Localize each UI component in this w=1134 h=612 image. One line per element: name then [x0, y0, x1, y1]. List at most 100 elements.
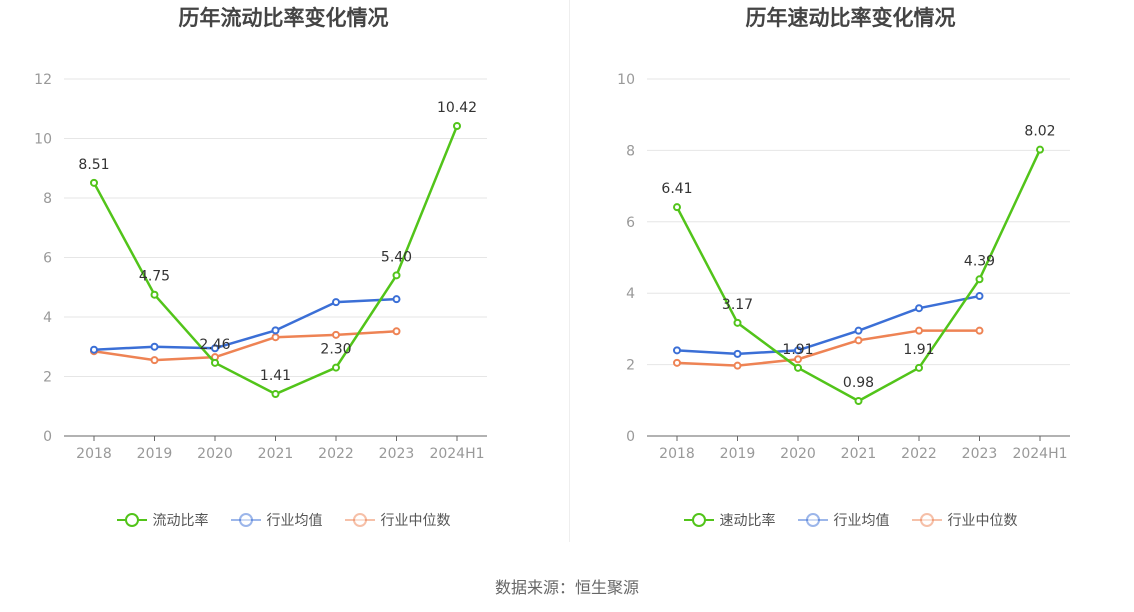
data-point	[915, 363, 923, 372]
legend-label: 行业均值	[266, 513, 323, 529]
y-tick-label: 8	[626, 143, 635, 159]
data-label: 10.42	[437, 100, 477, 116]
x-tick-label: 2023	[962, 446, 998, 462]
legend-item[interactable]: 行业中位数	[344, 510, 451, 530]
x-tick-label: 2022	[901, 446, 937, 462]
legend-label: 行业均值	[833, 513, 890, 529]
data-point	[271, 390, 280, 399]
x-tick-label: 2019	[720, 446, 756, 462]
data-point	[975, 275, 984, 284]
data-point	[211, 344, 219, 353]
series-line	[676, 294, 980, 356]
data-point	[392, 295, 401, 304]
y-tick-label: 10	[34, 132, 52, 148]
data-point	[673, 358, 681, 367]
data-label: 2.30	[320, 342, 351, 358]
series-line	[675, 149, 1042, 403]
data-point	[794, 363, 802, 372]
legend-swatch	[230, 513, 261, 527]
data-point	[211, 358, 219, 367]
data-point	[332, 298, 340, 307]
y-tick-label: 8	[43, 191, 52, 207]
data-point	[673, 346, 681, 355]
legend-label: 行业中位数	[947, 513, 1018, 529]
data-point	[794, 346, 802, 355]
data-label: 6.41	[661, 181, 692, 197]
data-point	[915, 304, 923, 313]
data-point	[271, 333, 280, 342]
data-label: 4.39	[964, 253, 995, 269]
x-tick-label: 2018	[76, 446, 112, 462]
chart-title: 历年流动比率变化情况	[178, 6, 389, 30]
y-tick-label: 0	[43, 429, 52, 445]
y-tick-label: 4	[43, 310, 52, 326]
legend-item[interactable]: 速动比率	[683, 510, 776, 530]
data-point	[332, 363, 340, 372]
data-point	[733, 349, 742, 358]
data-label: 2.46	[199, 337, 230, 353]
data-point	[854, 397, 863, 406]
data-label: 4.75	[139, 269, 170, 285]
data-point	[975, 292, 984, 301]
data-point	[915, 326, 923, 335]
y-tick-label: 6	[43, 251, 52, 267]
data-point	[271, 326, 280, 335]
quick-ratio-plot: 0 2 4 6 8 10 2018 2019 2020 2021 2022 2023 2024H1 6.4…	[617, 72, 1070, 462]
data-point	[150, 290, 159, 299]
x-tick-label: 2022	[318, 446, 354, 462]
data-point	[1036, 145, 1044, 154]
current-ratio-panel: 历年流动比率变化情况 0 2 4 6 8 10 12 2018 2019 2020 2021 2022…	[0, 0, 567, 560]
x-tick-label: 2023	[379, 446, 415, 462]
legend-swatch	[797, 513, 828, 527]
series-line	[93, 330, 397, 362]
y-tick-label: 12	[34, 72, 52, 88]
legend-item[interactable]: 流动比率	[116, 510, 209, 530]
quick-ratio-legend: 速动比率 行业均值 行业中位数	[567, 510, 1134, 530]
y-tick-label: 4	[626, 286, 635, 302]
data-point	[733, 361, 742, 370]
data-point	[854, 326, 863, 335]
y-tick-label: 2	[43, 370, 52, 386]
data-point	[392, 271, 401, 280]
data-label: 1.91	[782, 342, 813, 358]
x-tick-label: 2021	[258, 446, 294, 462]
legend-label: 行业中位数	[380, 513, 451, 529]
x-tick-label: 2018	[659, 446, 695, 462]
series-line	[93, 297, 397, 351]
data-point	[854, 336, 863, 345]
legend-item[interactable]: 行业中位数	[911, 510, 1018, 530]
data-point	[733, 318, 742, 327]
legend-label: 速动比率	[719, 513, 776, 529]
data-point	[150, 356, 159, 365]
x-tick-label: 2019	[137, 446, 173, 462]
data-point	[392, 327, 401, 336]
legend-swatch	[116, 513, 147, 527]
data-label: 0.98	[843, 375, 874, 391]
data-point	[332, 330, 340, 339]
y-tick-label: 10	[617, 72, 635, 88]
data-point	[453, 122, 461, 131]
legend-item[interactable]: 行业均值	[230, 510, 323, 530]
x-tick-label: 2020	[780, 446, 816, 462]
data-label: 3.17	[722, 297, 753, 313]
x-tick-label: 2020	[197, 446, 233, 462]
current-ratio-legend: 流动比率 行业均值 行业中位数	[0, 510, 567, 530]
data-label: 8.02	[1024, 124, 1055, 140]
x-tick-label: 2024H1	[429, 446, 484, 462]
legend-label: 流动比率	[152, 513, 209, 529]
legend-swatch	[911, 513, 942, 527]
current-ratio-plot: 0 2 4 6 8 10 12 2018 2019 2020 2021 2022 2023 2024H1 8…	[34, 72, 487, 462]
data-point	[90, 345, 98, 354]
data-point	[90, 178, 98, 187]
chart-title: 历年速动比率变化情况	[745, 6, 956, 30]
data-label: 5.40	[381, 249, 412, 265]
x-tick-label: 2024H1	[1012, 446, 1067, 462]
legend-item[interactable]: 行业均值	[797, 510, 890, 530]
data-point	[673, 203, 681, 212]
data-point	[150, 342, 159, 351]
y-tick-label: 0	[626, 429, 635, 445]
data-point	[975, 326, 984, 335]
data-label: 1.91	[903, 342, 934, 358]
y-tick-label: 2	[626, 358, 635, 374]
y-tick-label: 6	[626, 215, 635, 231]
